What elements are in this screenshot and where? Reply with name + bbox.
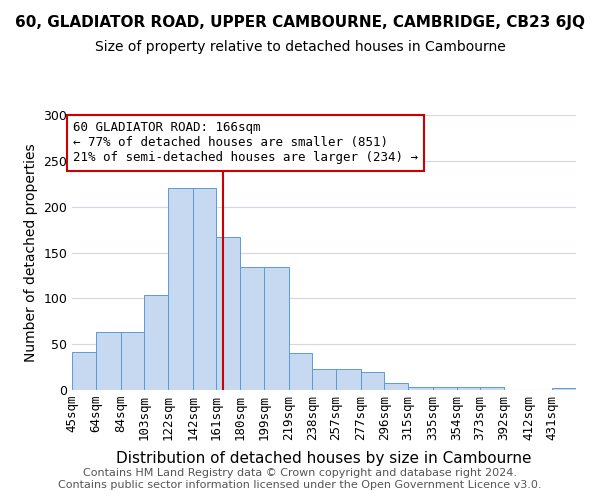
Bar [193, 188, 217, 390]
Bar [263, 267, 289, 390]
Bar [95, 332, 121, 390]
Bar [121, 332, 144, 390]
Bar [144, 294, 168, 390]
Bar [385, 382, 408, 390]
Bar [553, 388, 576, 390]
Text: 60, GLADIATOR ROAD, UPPER CAMBOURNE, CAMBRIDGE, CB23 6JQ: 60, GLADIATOR ROAD, UPPER CAMBOURNE, CAM… [15, 15, 585, 30]
Bar [72, 352, 95, 390]
Text: Contains HM Land Registry data © Crown copyright and database right 2024.
Contai: Contains HM Land Registry data © Crown c… [58, 468, 542, 490]
X-axis label: Distribution of detached houses by size in Cambourne: Distribution of detached houses by size … [116, 451, 532, 466]
Bar [480, 387, 504, 390]
Bar [336, 369, 361, 390]
Bar [217, 237, 240, 390]
Bar [457, 387, 480, 390]
Bar [361, 372, 385, 390]
Bar [240, 267, 263, 390]
Text: 60 GLADIATOR ROAD: 166sqm
← 77% of detached houses are smaller (851)
21% of semi: 60 GLADIATOR ROAD: 166sqm ← 77% of detac… [73, 122, 418, 164]
Y-axis label: Number of detached properties: Number of detached properties [24, 143, 38, 362]
Bar [408, 387, 433, 390]
Bar [168, 188, 193, 390]
Bar [289, 354, 312, 390]
Text: Size of property relative to detached houses in Cambourne: Size of property relative to detached ho… [95, 40, 505, 54]
Bar [433, 387, 457, 390]
Bar [312, 369, 336, 390]
